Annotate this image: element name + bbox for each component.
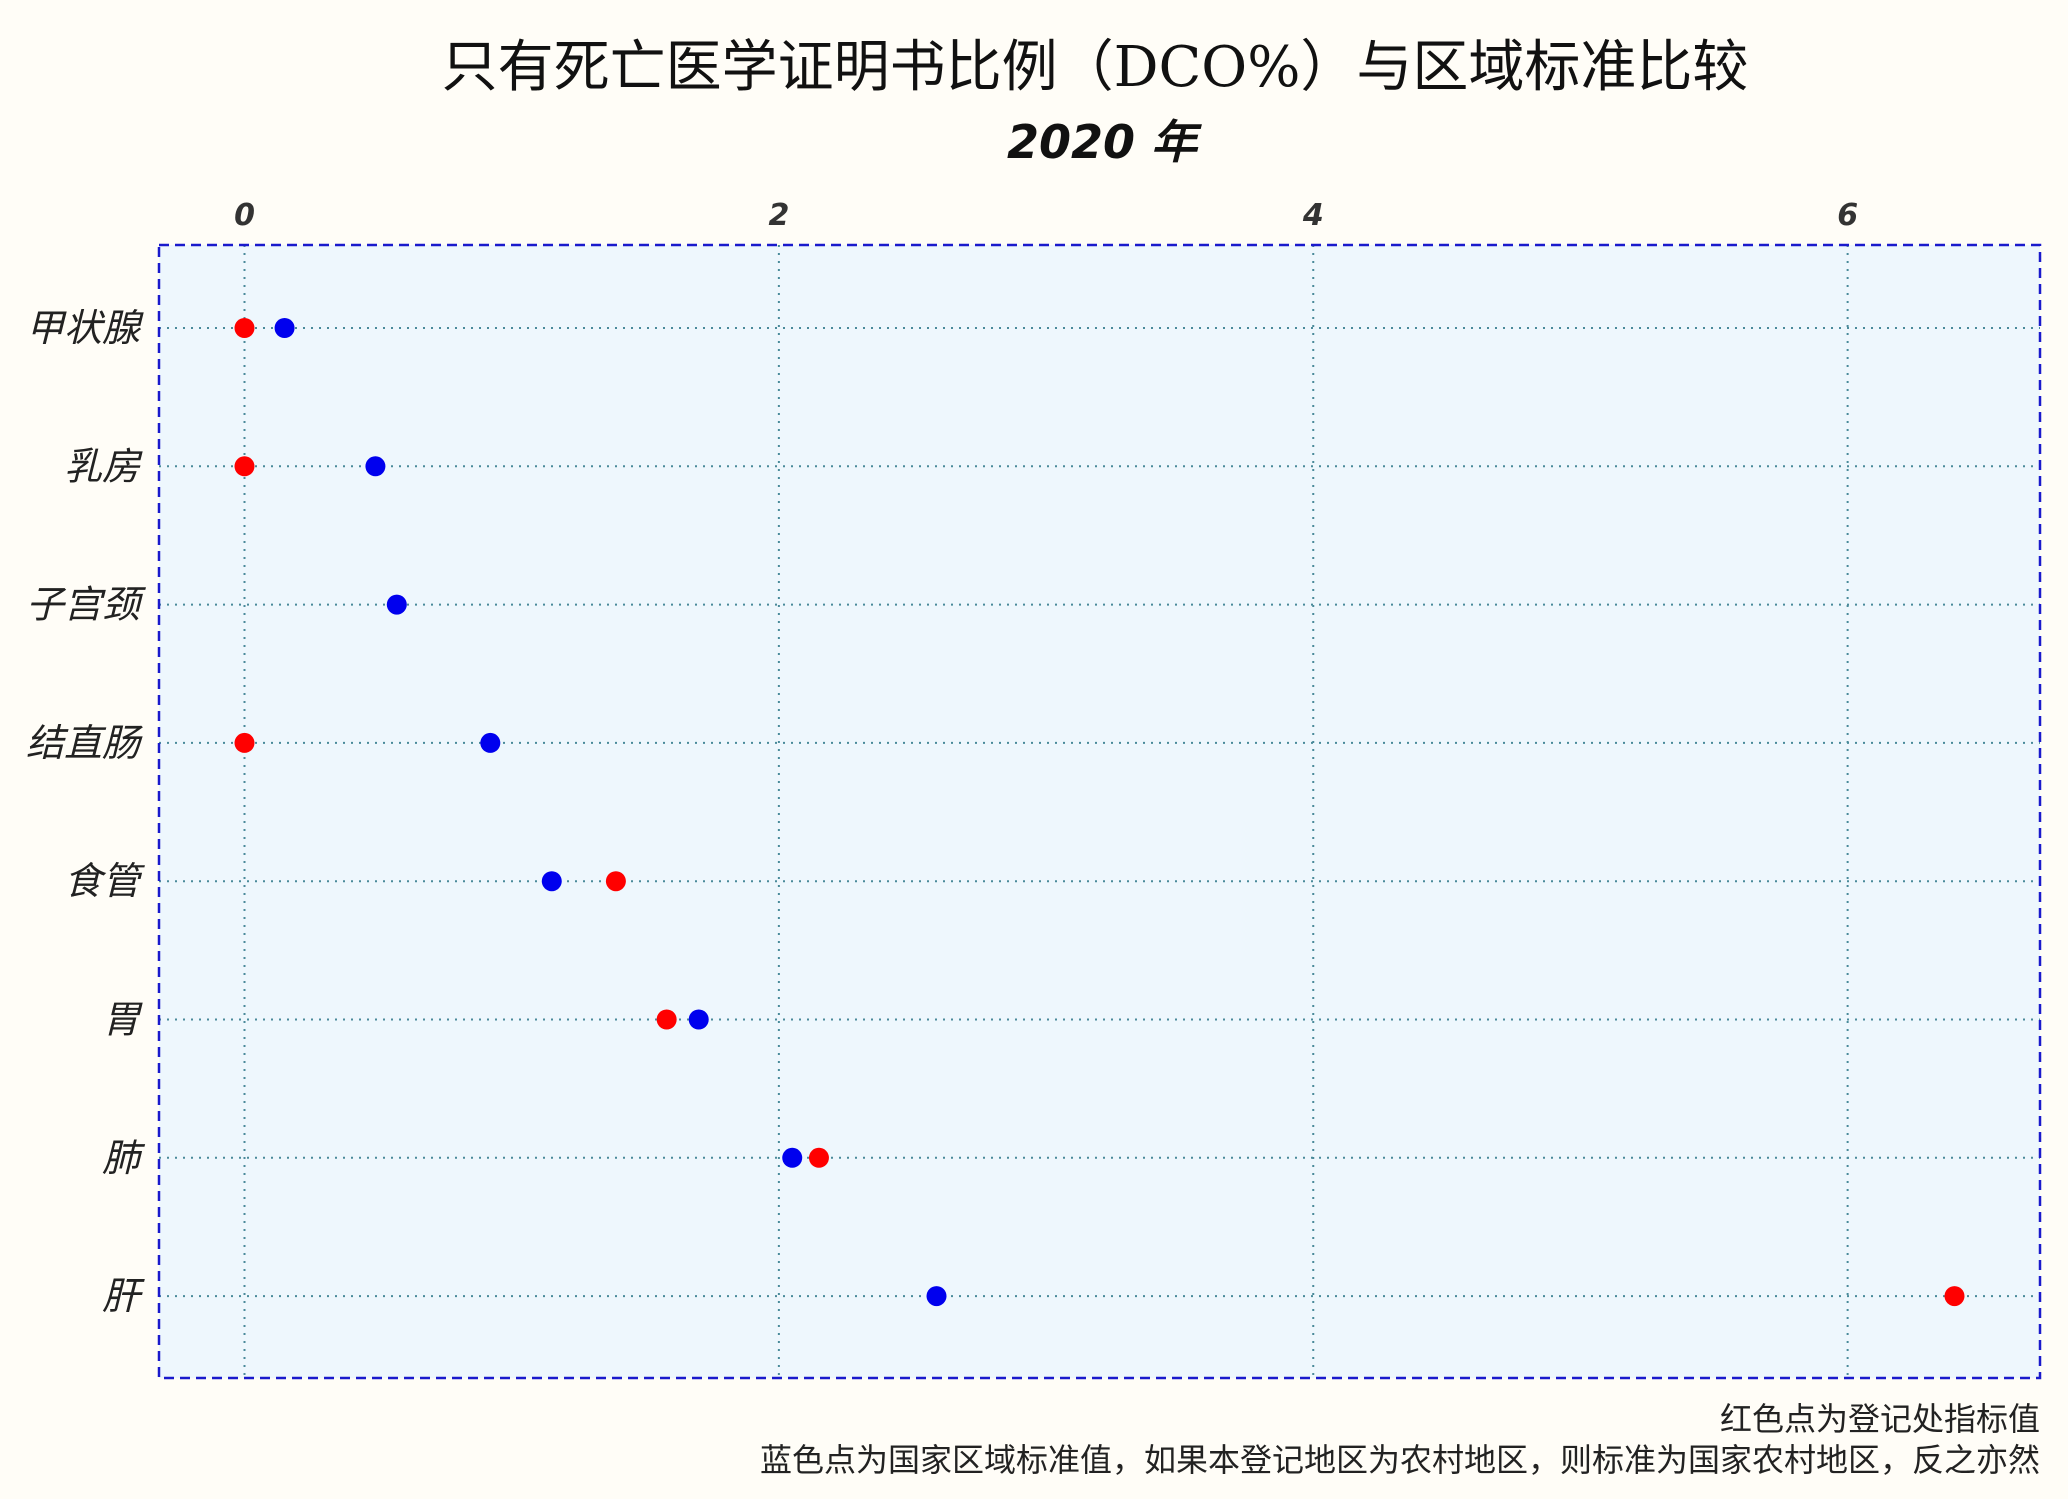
x-tick-label: 2: [768, 198, 789, 233]
registry-value-point: [234, 318, 255, 338]
caption-red-note: 红色点为登记处指标值: [1720, 1400, 2040, 1438]
registry-value-point: [605, 871, 626, 892]
grid-layer: [159, 245, 2040, 1378]
data-points: [234, 318, 1965, 1307]
y-tick-label: 胃: [102, 998, 143, 1042]
chart-subtitle: 2020 年: [1007, 115, 1202, 169]
standard-value-point: [480, 732, 501, 753]
registry-value-point: [808, 1147, 829, 1168]
standard-value-point: [365, 456, 386, 477]
x-tick-label: 6: [1837, 198, 1858, 233]
registry-value-point: [1944, 1286, 1965, 1307]
x-tick-label: 4: [1302, 198, 1324, 233]
y-tick-label: 肝: [102, 1274, 145, 1318]
x-tick-labels: 0 2 4 6: [234, 198, 1858, 233]
y-tick-label: 肺: [102, 1136, 146, 1180]
registry-value-point: [234, 732, 255, 753]
registry-value-point: [234, 456, 255, 477]
plot-panel: [159, 245, 2040, 1378]
x-tick-label: 0: [234, 198, 255, 233]
y-tick-label: 甲状腺: [26, 306, 144, 350]
y-tick-label: 乳房: [64, 444, 143, 488]
standard-value-point: [926, 1286, 947, 1307]
y-tick-label: 结直肠: [26, 721, 143, 765]
standard-value-point: [541, 871, 562, 892]
caption-blue-note: 蓝色点为国家区域标准值，如果本登记地区为农村地区，则标准为国家农村地区，反之亦然: [760, 1441, 2040, 1479]
standard-value-point: [688, 1009, 709, 1030]
standard-value-point: [274, 318, 295, 338]
standard-value-point: [386, 594, 407, 615]
y-tick-label: 子宫颈: [26, 583, 146, 627]
chart-title: 只有死亡医学证明书比例（DCO%）与区域标准比较: [442, 35, 1749, 100]
y-tick-label: 食管: [64, 859, 145, 903]
registry-value-point: [656, 1009, 677, 1030]
plot-panel-border: [157, 243, 2042, 1380]
standard-value-point: [782, 1147, 803, 1168]
